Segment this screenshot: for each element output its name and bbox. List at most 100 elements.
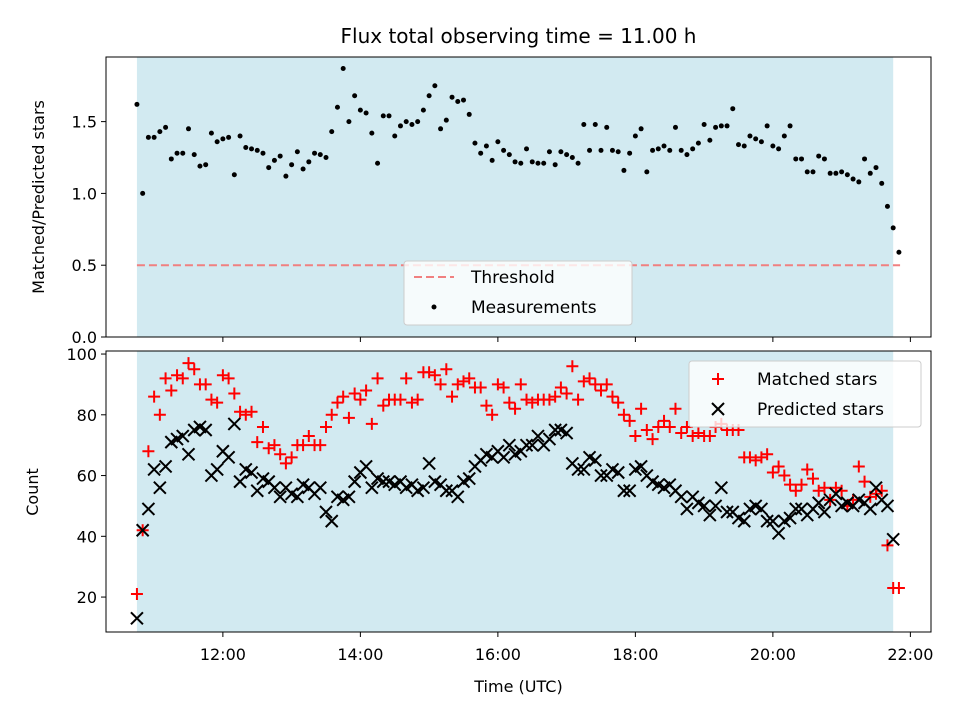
- matched-point: [795, 478, 808, 491]
- matched-point: [182, 357, 195, 370]
- measurement-point: [558, 149, 564, 155]
- y-tick-label: 1.0: [72, 184, 97, 203]
- measurement-point: [254, 147, 260, 153]
- count-legend-box: [688, 360, 922, 428]
- measurement-point: [690, 146, 696, 152]
- measurement-point: [844, 172, 850, 178]
- matched-point: [142, 445, 155, 458]
- matched-point: [199, 378, 212, 391]
- matched-point: [772, 460, 785, 473]
- matched-point: [371, 372, 384, 385]
- predicted-point: [496, 450, 511, 465]
- ratio-y-ticks: 0.0 0.5 1.0 1.5: [72, 113, 106, 347]
- predicted-point: [210, 462, 224, 477]
- measurement-point: [506, 152, 512, 158]
- matched-point: [560, 387, 573, 400]
- predicted-point: [347, 474, 362, 489]
- measurement-point: [730, 106, 736, 112]
- predicted-point: [250, 484, 264, 498]
- predicted-point: [141, 502, 156, 516]
- measurement-point: [334, 104, 340, 110]
- matched-points: [130, 357, 905, 601]
- count-x-ticks: 12:00 14:00 16:00 18:00 20:00 22:00: [200, 632, 933, 664]
- measurement-point: [483, 143, 489, 149]
- y-tick-label: 0.5: [72, 256, 97, 275]
- predicted-point: [817, 505, 832, 519]
- matched-point: [337, 390, 350, 403]
- measurement-point: [655, 146, 661, 152]
- measurement-point: [627, 150, 633, 156]
- matched-point: [446, 390, 459, 403]
- measurement-point: [180, 150, 186, 156]
- predicted-point: [766, 514, 780, 528]
- matched-point: [211, 396, 224, 409]
- measurement-point: [220, 136, 226, 142]
- measurement-point: [776, 146, 782, 152]
- measurement-point: [369, 130, 375, 136]
- predicted-point: [227, 417, 242, 431]
- predicted-point: [869, 480, 883, 495]
- measurement-point: [145, 134, 151, 140]
- measurement-point: [678, 147, 684, 153]
- matched-point: [165, 384, 178, 397]
- legend-measurements-label: Measurements: [471, 298, 597, 318]
- matched-point: [302, 430, 315, 443]
- matched-point: [612, 396, 625, 409]
- x-tick-label: 20:00: [750, 645, 796, 664]
- matched-point: [675, 427, 688, 440]
- measurement-points: [134, 65, 902, 255]
- measurement-point: [237, 133, 243, 139]
- matched-point: [342, 411, 355, 424]
- measurement-point: [884, 203, 890, 209]
- predicted-point: [760, 514, 774, 528]
- measurement-point: [644, 169, 650, 175]
- matched-point: [394, 393, 407, 406]
- measurement-point: [684, 152, 690, 158]
- matched-point: [130, 588, 143, 601]
- measurement-point: [604, 124, 610, 130]
- measurement-point: [197, 163, 203, 169]
- predicted-point: [674, 490, 688, 504]
- y-tick-label: 20: [77, 588, 97, 607]
- matched-point: [297, 439, 310, 452]
- measurement-point: [753, 136, 759, 142]
- measurement-point: [432, 83, 438, 89]
- predicted-point: [273, 490, 287, 504]
- measurement-point: [363, 110, 369, 116]
- predicted-point: [680, 502, 694, 516]
- predicted-point: [617, 484, 631, 498]
- measurement-point: [317, 152, 323, 158]
- predicted-point: [147, 462, 161, 477]
- measurement-point: [329, 129, 335, 135]
- predicted-point: [559, 426, 574, 440]
- measurement-point: [667, 147, 673, 153]
- matched-point: [285, 451, 298, 464]
- measurement-point: [518, 160, 524, 166]
- x-tick-label: 16:00: [475, 645, 521, 664]
- measurement-point: [271, 157, 277, 163]
- legend-matched-label: Matched stars: [757, 370, 877, 390]
- measurement-point: [758, 139, 764, 145]
- predicted-point: [198, 423, 213, 437]
- matched-point: [635, 402, 648, 415]
- matched-point: [314, 439, 327, 452]
- measurement-point: [191, 152, 197, 158]
- measurement-point: [862, 156, 868, 162]
- matched-point: [640, 423, 653, 436]
- measurement-point: [495, 139, 501, 145]
- matched-point: [348, 387, 361, 400]
- measurement-point: [300, 166, 306, 172]
- measurement-point: [879, 180, 885, 186]
- measurement-point: [598, 147, 604, 153]
- predicted-point: [548, 423, 562, 437]
- measurement-point: [163, 124, 169, 130]
- count-panel: 20 40 60 80 100 12:00 14:00 16:00 18:00 20:00 22:…: [23, 345, 933, 696]
- y-tick-label: 0.0: [72, 328, 97, 347]
- matched-point: [176, 372, 189, 385]
- measurement-point: [380, 113, 386, 119]
- matched-point: [486, 408, 499, 421]
- measurement-point: [512, 159, 518, 165]
- measurement-point: [713, 124, 719, 130]
- measurement-point: [403, 119, 409, 125]
